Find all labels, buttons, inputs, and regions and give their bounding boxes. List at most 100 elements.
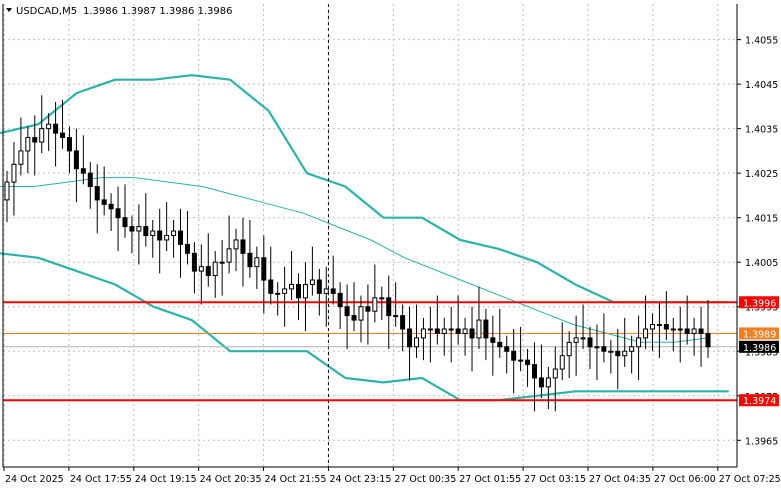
- candle[interactable]: [636, 315, 642, 381]
- candle[interactable]: [531, 342, 537, 412]
- candle[interactable]: [32, 115, 38, 176]
- candle[interactable]: [580, 304, 586, 350]
- candle[interactable]: [282, 266, 288, 327]
- candle[interactable]: [601, 313, 607, 363]
- candle[interactable]: [629, 335, 635, 374]
- candle[interactable]: [594, 324, 600, 381]
- candle[interactable]: [497, 308, 503, 358]
- candle[interactable]: [53, 101, 59, 167]
- candle[interactable]: [323, 266, 329, 327]
- candle[interactable]: [275, 282, 281, 316]
- candle[interactable]: [4, 170, 10, 223]
- candle[interactable]: [143, 193, 149, 247]
- candle[interactable]: [344, 284, 350, 350]
- candle[interactable]: [643, 295, 649, 350]
- candle[interactable]: [60, 99, 66, 149]
- candle[interactable]: [122, 184, 128, 238]
- candle[interactable]: [372, 264, 378, 323]
- candle[interactable]: [351, 282, 357, 332]
- candle[interactable]: [407, 306, 413, 381]
- candle[interactable]: [573, 315, 579, 376]
- candle[interactable]: [587, 326, 593, 370]
- candle[interactable]: [649, 313, 655, 352]
- candle[interactable]: [289, 251, 295, 301]
- candle[interactable]: [191, 242, 197, 294]
- candle[interactable]: [677, 306, 683, 363]
- candle[interactable]: [705, 300, 711, 358]
- candle[interactable]: [538, 344, 544, 398]
- candle[interactable]: [66, 126, 72, 174]
- candle[interactable]: [219, 239, 225, 296]
- candle[interactable]: [559, 322, 565, 381]
- candle[interactable]: [462, 317, 468, 356]
- candle[interactable]: [101, 166, 107, 216]
- candle[interactable]: [504, 335, 510, 374]
- candle[interactable]: [434, 295, 440, 345]
- candle[interactable]: [178, 208, 184, 278]
- candle[interactable]: [400, 304, 406, 352]
- candle[interactable]: [670, 317, 676, 352]
- candle[interactable]: [46, 113, 52, 151]
- candle[interactable]: [393, 282, 399, 327]
- candle[interactable]: [691, 317, 697, 356]
- candle[interactable]: [18, 117, 24, 176]
- candle[interactable]: [483, 308, 489, 361]
- candle[interactable]: [698, 306, 704, 367]
- candle[interactable]: [240, 217, 246, 287]
- candle[interactable]: [184, 211, 190, 265]
- candle[interactable]: [233, 228, 239, 272]
- candle[interactable]: [171, 219, 177, 258]
- candle[interactable]: [309, 246, 315, 296]
- candle[interactable]: [226, 215, 232, 274]
- candle[interactable]: [164, 202, 170, 252]
- candle[interactable]: [261, 235, 267, 314]
- candle[interactable]: [490, 315, 496, 376]
- candle[interactable]: [386, 275, 392, 350]
- candle[interactable]: [94, 164, 100, 234]
- candle[interactable]: [420, 317, 426, 361]
- candle[interactable]: [129, 215, 135, 254]
- candle[interactable]: [518, 326, 524, 372]
- candle[interactable]: [87, 162, 93, 209]
- candle[interactable]: [365, 284, 371, 345]
- candle[interactable]: [476, 286, 482, 350]
- candle[interactable]: [136, 204, 142, 265]
- candle[interactable]: [656, 302, 662, 358]
- candle[interactable]: [448, 306, 454, 363]
- candle[interactable]: [525, 349, 531, 387]
- candle[interactable]: [25, 126, 31, 174]
- candle[interactable]: [663, 291, 669, 341]
- candle[interactable]: [511, 328, 517, 394]
- candle[interactable]: [455, 295, 461, 345]
- candle[interactable]: [469, 306, 475, 372]
- candle[interactable]: [39, 95, 45, 154]
- candle[interactable]: [545, 366, 551, 410]
- candle[interactable]: [268, 246, 274, 305]
- candle[interactable]: [330, 255, 336, 305]
- candle[interactable]: [615, 328, 621, 390]
- candle[interactable]: [337, 282, 343, 329]
- candle[interactable]: [115, 186, 121, 252]
- candle[interactable]: [150, 219, 156, 258]
- candle[interactable]: [296, 273, 302, 321]
- candlesticks[interactable]: [4, 95, 711, 412]
- candle[interactable]: [684, 295, 690, 345]
- candle[interactable]: [552, 346, 558, 412]
- candle[interactable]: [80, 135, 86, 185]
- candle[interactable]: [413, 304, 419, 358]
- candle[interactable]: [11, 142, 17, 216]
- candle[interactable]: [358, 295, 364, 343]
- candle[interactable]: [247, 219, 253, 278]
- candle[interactable]: [157, 208, 163, 274]
- candle[interactable]: [441, 317, 447, 356]
- candle[interactable]: [316, 268, 322, 316]
- candle[interactable]: [427, 306, 433, 363]
- candle[interactable]: [198, 244, 204, 305]
- candle[interactable]: [608, 340, 614, 374]
- candle[interactable]: [566, 331, 572, 378]
- candle[interactable]: [108, 193, 114, 232]
- candle[interactable]: [622, 317, 628, 367]
- dropdown-arrow-icon[interactable]: [6, 8, 12, 12]
